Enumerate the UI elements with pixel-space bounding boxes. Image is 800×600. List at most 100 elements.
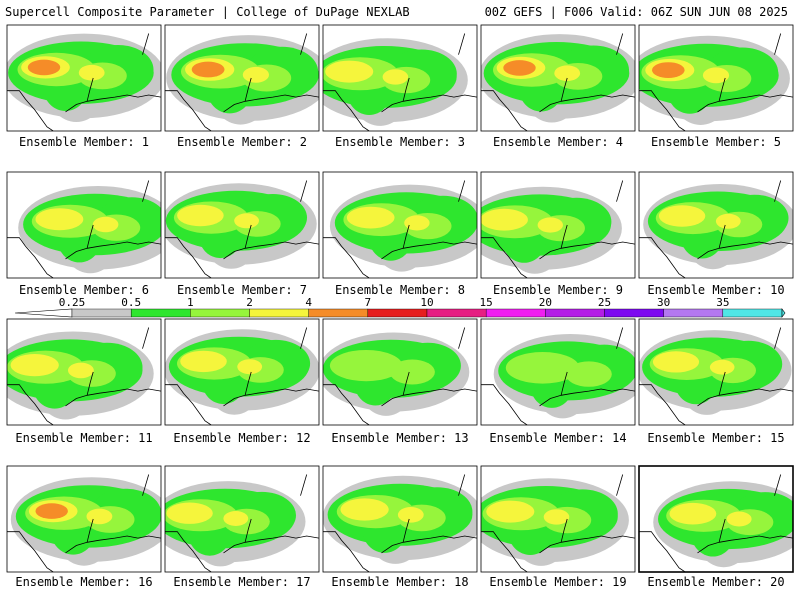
scp-contours (165, 474, 319, 572)
coastline (458, 327, 466, 349)
panel-frame (638, 465, 794, 573)
coastline (300, 327, 308, 349)
panel-label: Ensemble Member: 7 (177, 283, 307, 297)
coastline (718, 224, 726, 249)
panel-frame (638, 171, 794, 279)
contour-region (180, 350, 227, 373)
coastline (402, 371, 410, 396)
coastline (539, 241, 635, 260)
run-info: 00Z GEFS | F006 Valid: 06Z SUN JUN 08 20… (484, 5, 788, 19)
panel-frame (6, 24, 162, 132)
panel-frame (480, 171, 636, 279)
scp-contours (323, 180, 477, 278)
ensemble-panel[interactable]: Ensemble Member: 17 (151, 465, 320, 589)
coastline (616, 33, 624, 55)
ensemble-panel[interactable]: Ensemble Member: 7 (161, 171, 320, 297)
panel-label: Ensemble Member: 4 (493, 135, 623, 149)
contour-region (382, 69, 409, 85)
panel-frame (322, 318, 478, 426)
ensemble-panel[interactable]: Ensemble Member: 14 (480, 318, 647, 445)
coastline (458, 180, 466, 202)
ensemble-panel[interactable]: Ensemble Member: 5 (627, 24, 794, 149)
coastline (323, 237, 370, 278)
contour-region (27, 59, 61, 76)
colorbar-segment (722, 308, 783, 318)
contour-region (658, 205, 706, 227)
ensemble-panel[interactable]: Ensemble Member: 6 (6, 171, 178, 297)
contour-region (346, 206, 395, 229)
colorbar-segment (485, 308, 546, 318)
panel-frame (638, 24, 794, 132)
panel-frame (638, 318, 794, 426)
coastline (65, 94, 161, 113)
ensemble-panel[interactable]: Ensemble Member: 12 (164, 318, 320, 445)
contour-region (565, 361, 612, 387)
contour-region (669, 502, 717, 525)
ensemble-panel[interactable]: Ensemble Member: 13 (318, 318, 478, 445)
ensemble-panel[interactable]: Ensemble Member: 3 (308, 24, 478, 149)
coastline (639, 531, 686, 572)
coastline (323, 384, 370, 425)
scp-contours (7, 327, 161, 425)
coastline (774, 327, 782, 349)
coastline (65, 388, 161, 407)
coastline (616, 180, 624, 202)
panel-label: Ensemble Member: 6 (19, 283, 149, 297)
contour-region (325, 60, 374, 83)
ensemble-panel[interactable]: Ensemble Member: 18 (322, 465, 484, 589)
coastline (165, 237, 212, 278)
scp-contours (323, 33, 477, 131)
coastline (381, 388, 477, 407)
coastline (244, 518, 252, 543)
scp-contours (7, 474, 161, 572)
coastline (616, 327, 624, 349)
panel-frame (164, 24, 320, 132)
ensemble-panel[interactable]: Ensemble Member: 4 (479, 24, 641, 149)
coastline (323, 531, 370, 572)
coastline (402, 77, 410, 102)
colorbar-tick-label: 10 (420, 296, 433, 309)
coastline (458, 474, 466, 496)
panel-label: Ensemble Member: 11 (15, 431, 152, 445)
scp-contours (481, 327, 635, 425)
ensemble-panel[interactable]: Ensemble Member: 19 (469, 465, 636, 589)
colorbar-segment (130, 308, 191, 318)
panel-label: Ensemble Member: 20 (647, 575, 784, 589)
scp-contours (323, 474, 477, 572)
ensemble-panel[interactable]: Ensemble Member: 8 (322, 171, 489, 297)
colorbar-segment (190, 308, 250, 318)
coastline (7, 531, 54, 572)
ensemble-panel[interactable]: Ensemble Member: 1 (3, 24, 165, 149)
coastline (481, 237, 528, 278)
coastline (7, 384, 54, 425)
coastline (639, 384, 686, 425)
coastline (402, 518, 410, 543)
ensemble-panel[interactable]: Ensemble Member: 15 (638, 318, 794, 445)
contour-region (237, 359, 263, 375)
scp-contours (7, 33, 161, 131)
contour-region (702, 67, 730, 84)
panel-label: Ensemble Member: 17 (173, 575, 310, 589)
coastline (639, 237, 686, 278)
colorbar-tick-label: 35 (716, 296, 729, 309)
ensemble-panel[interactable]: Ensemble Member: 20 (638, 465, 800, 589)
colorbar-tick-label: 15 (480, 296, 493, 309)
scp-contours (323, 327, 477, 425)
ensemble-panel[interactable]: Ensemble Member: 16 (6, 465, 173, 589)
coastline (616, 474, 624, 496)
colorbar-segment (367, 308, 428, 318)
colorbar-tick-label: 7 (365, 296, 372, 309)
contour-region (340, 498, 389, 521)
colorbar-tick-label: 2 (246, 296, 253, 309)
contour-region (242, 66, 269, 83)
contour-region (329, 350, 403, 382)
ensemble-panel[interactable]: Ensemble Member: 10 (638, 171, 798, 297)
contour-region (715, 213, 741, 229)
ensemble-panel[interactable]: Ensemble Member: 9 (463, 171, 636, 297)
ensemble-panel[interactable]: Ensemble Member: 11 (0, 318, 162, 445)
ensemble-panel[interactable]: Ensemble Member: 2 (164, 24, 330, 149)
panel-label: Ensemble Member: 9 (493, 283, 623, 297)
scp-contours (7, 180, 161, 278)
coastline (718, 371, 726, 396)
contour-region (78, 64, 105, 81)
